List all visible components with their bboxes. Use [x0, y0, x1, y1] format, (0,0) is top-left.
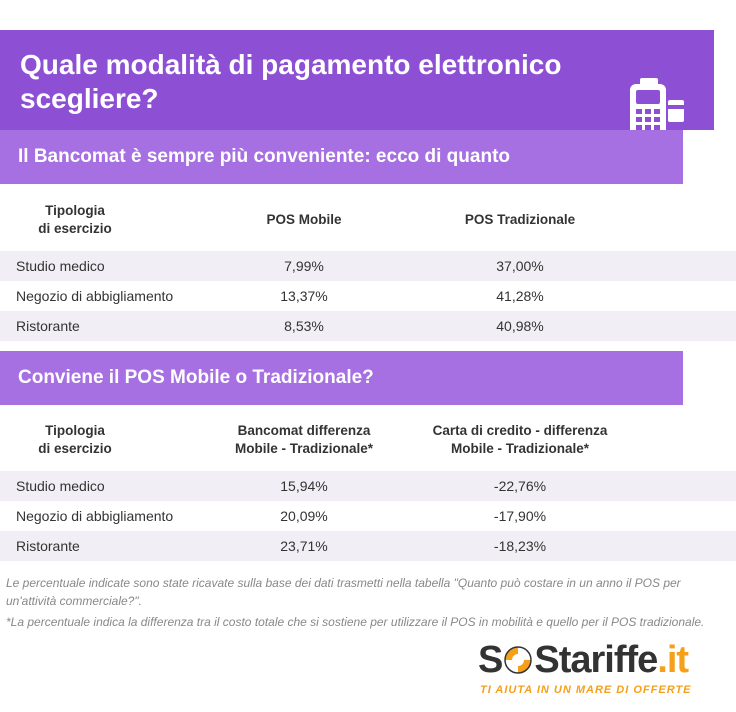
pos-mobile-value: 8,53%	[284, 318, 324, 334]
table-row: Ristorante 8,53% 40,98%	[0, 311, 736, 341]
section-bar-bancomat: Il Bancomat è sempre più conveniente: ec…	[0, 130, 683, 184]
table-row: Negozio di abbigliamento 20,09% -17,90%	[0, 501, 736, 531]
pos-traditional-value: 41,28%	[496, 288, 544, 304]
footnotes: Le percentuale indicate sono state ricav…	[6, 574, 730, 634]
row-label: Ristorante	[16, 538, 80, 554]
pos-terminal-icon	[630, 78, 684, 140]
logo-letter-s2: S	[534, 639, 559, 681]
row-label: Negozio di abbigliamento	[16, 508, 174, 524]
column-header-credit-card-diff: Carta di credito - differenza Mobile - T…	[432, 423, 608, 456]
logo-domain: .it	[657, 639, 689, 681]
footnote-source: Le percentuale indicate sono state ricav…	[6, 576, 681, 608]
column-header-type: Tipologia di esercizio	[38, 203, 112, 236]
row-label: Negozio di abbigliamento	[16, 288, 174, 304]
credit-card-diff-value: -17,90%	[493, 508, 547, 524]
logo-letter-s1: S	[478, 639, 503, 681]
table-row: Negozio di abbigliamento 13,37% 41,28%	[0, 281, 736, 311]
sostariffe-logo: S Stariffe.it TI AIUTA IN UN MARE DI OFF…	[478, 640, 728, 702]
lifebuoy-icon	[504, 646, 533, 674]
bancomat-diff-value: 20,09%	[280, 508, 328, 524]
bancomat-diff-value: 15,94%	[280, 478, 328, 494]
section-bar-comparison: Conviene il POS Mobile o Tradizionale?	[0, 351, 683, 405]
page-title: Quale modalità di pagamento elettronico …	[20, 49, 562, 114]
section-title: Conviene il POS Mobile o Tradizionale?	[18, 367, 374, 388]
pos-traditional-value: 37,00%	[496, 258, 544, 274]
pos-traditional-value: 40,98%	[496, 318, 544, 334]
pos-mobile-value: 13,37%	[280, 288, 328, 304]
column-header-bancomat-diff: Bancomat differenza Mobile - Tradizional…	[234, 423, 374, 456]
table-row: Studio medico 15,94% -22,76%	[0, 471, 736, 501]
credit-card-diff-value: -18,23%	[493, 538, 547, 554]
logo-tagline: TI AIUTA IN UN MARE DI OFFERTE	[480, 684, 692, 696]
column-header-pos-mobile: POS Mobile	[266, 212, 342, 227]
column-header-type: Tipologia di esercizio	[38, 423, 112, 456]
row-label: Studio medico	[16, 258, 105, 274]
section-title: Il Bancomat è sempre più conveniente: ec…	[18, 146, 510, 167]
row-label: Ristorante	[16, 318, 80, 334]
table-header: Tipologia di esercizio Bancomat differen…	[0, 410, 736, 470]
table-row: Ristorante 23,71% -18,23%	[0, 531, 736, 561]
page-header: Quale modalità di pagamento elettronico …	[0, 30, 714, 140]
row-label: Studio medico	[16, 478, 105, 494]
pos-mobile-value: 7,99%	[284, 258, 324, 274]
table-row: Studio medico 7,99% 37,00%	[0, 251, 736, 281]
credit-card-diff-value: -22,76%	[493, 478, 547, 494]
footnote-definition: *La percentuale indica la differenza tra…	[6, 615, 705, 629]
bancomat-diff-value: 23,71%	[280, 538, 328, 554]
table-header: Tipologia di esercizio POS Mobile POS Tr…	[0, 190, 736, 250]
column-header-pos-traditional: POS Tradizionale	[464, 212, 576, 227]
logo-word-tariffe: tariffe	[558, 639, 659, 681]
logo-wordmark: S Stariffe.it	[478, 639, 689, 681]
